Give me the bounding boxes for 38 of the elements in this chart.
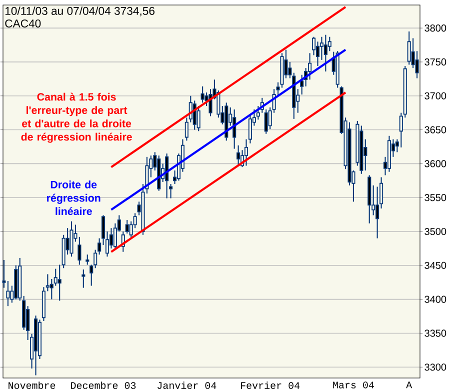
candlestick (300, 74, 304, 96)
y-tick-label: 3750 (424, 58, 446, 66)
x-tick-label: Janvier 04 (158, 382, 216, 389)
annotation: CAC40 (5, 19, 41, 28)
y-tick-label: 3800 (424, 24, 446, 32)
candlestick (328, 36, 332, 52)
y-tick-label: 3700 (424, 92, 446, 100)
candlestick (125, 219, 129, 234)
candlestick (236, 144, 240, 166)
y-tick-label: 3350 (424, 330, 446, 337)
x-tick-label: Mars 04 (333, 382, 374, 388)
y-tick-label: 3550 (424, 194, 446, 202)
x-tick-label: A (406, 382, 412, 388)
candlestick (208, 88, 212, 117)
chart-title: 10/11/03 au 07/04/04 3734,56 (5, 6, 154, 16)
candlestick (6, 280, 10, 307)
candlestick (407, 30, 411, 66)
y-tick-label: 3300 (424, 364, 446, 371)
series-label: Canal à 1.5 fois l'erreur-type de part et d'autre de la droite de régression linéaire (21, 92, 132, 143)
candlestick (58, 264, 62, 302)
x-tick-label: Decembre 03 (71, 382, 136, 389)
series-label: Droite de régression linéaire (47, 180, 100, 216)
y-tick-label: 3600 (424, 160, 446, 168)
candlestick (196, 106, 200, 132)
candlestick (78, 236, 82, 266)
y-tick-label: 3650 (424, 126, 446, 134)
candlestick (200, 86, 204, 104)
x-tick-label: Fevrier 04 (241, 382, 300, 389)
candlestick (316, 41, 320, 67)
candlestick (70, 220, 74, 258)
x-tick-label: Novembre (8, 382, 56, 389)
y-tick-label: 3400 (424, 296, 446, 303)
candlestick (244, 138, 248, 166)
candlestick (324, 34, 328, 72)
candlestick (86, 254, 90, 266)
candlestick (82, 268, 86, 288)
y-tick-label: 3500 (424, 228, 446, 236)
y-tick-label: 3450 (424, 262, 446, 269)
